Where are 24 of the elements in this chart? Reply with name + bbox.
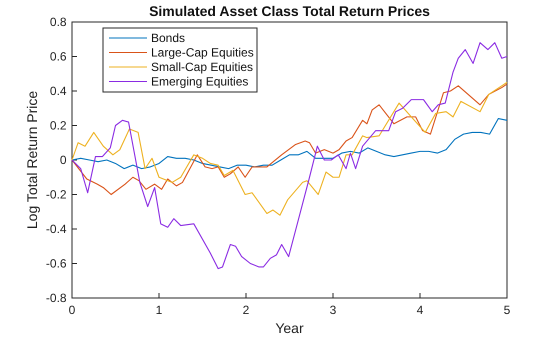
y-tick-label: -0.8 [46,290,67,305]
y-tick-label: 0 [60,152,67,167]
legend-label: Large-Cap Equities [151,46,254,60]
x-tick-label: 4 [416,303,424,318]
x-tick-label: 2 [242,303,250,318]
chart-title: Simulated Asset Class Total Return Prices [149,3,430,19]
x-tick-label: 0 [68,303,76,318]
legend-label: Small-Cap Equities [151,60,254,74]
y-tick-label: 0.6 [50,49,67,64]
x-tick-label: 1 [156,303,163,318]
x-tick-label: 5 [504,303,511,318]
y-tick-label: 0.8 [50,14,67,29]
y-tick-label: 0.2 [50,118,67,132]
y-tick-label: -0.4 [46,222,67,236]
legend-label: Emerging Equities [151,74,248,88]
y-tick-label: -0.2 [46,187,67,202]
line-series [71,118,508,170]
y-tick-label: -0.6 [46,256,67,270]
y-tick-label: 0.4 [50,84,67,98]
legend-label: Bonds [151,31,186,45]
line-series [71,42,508,270]
y-axis-title: Log Total Return Price [24,90,40,230]
x-tick-label: 3 [330,303,337,318]
x-axis-title: Year [275,320,304,336]
